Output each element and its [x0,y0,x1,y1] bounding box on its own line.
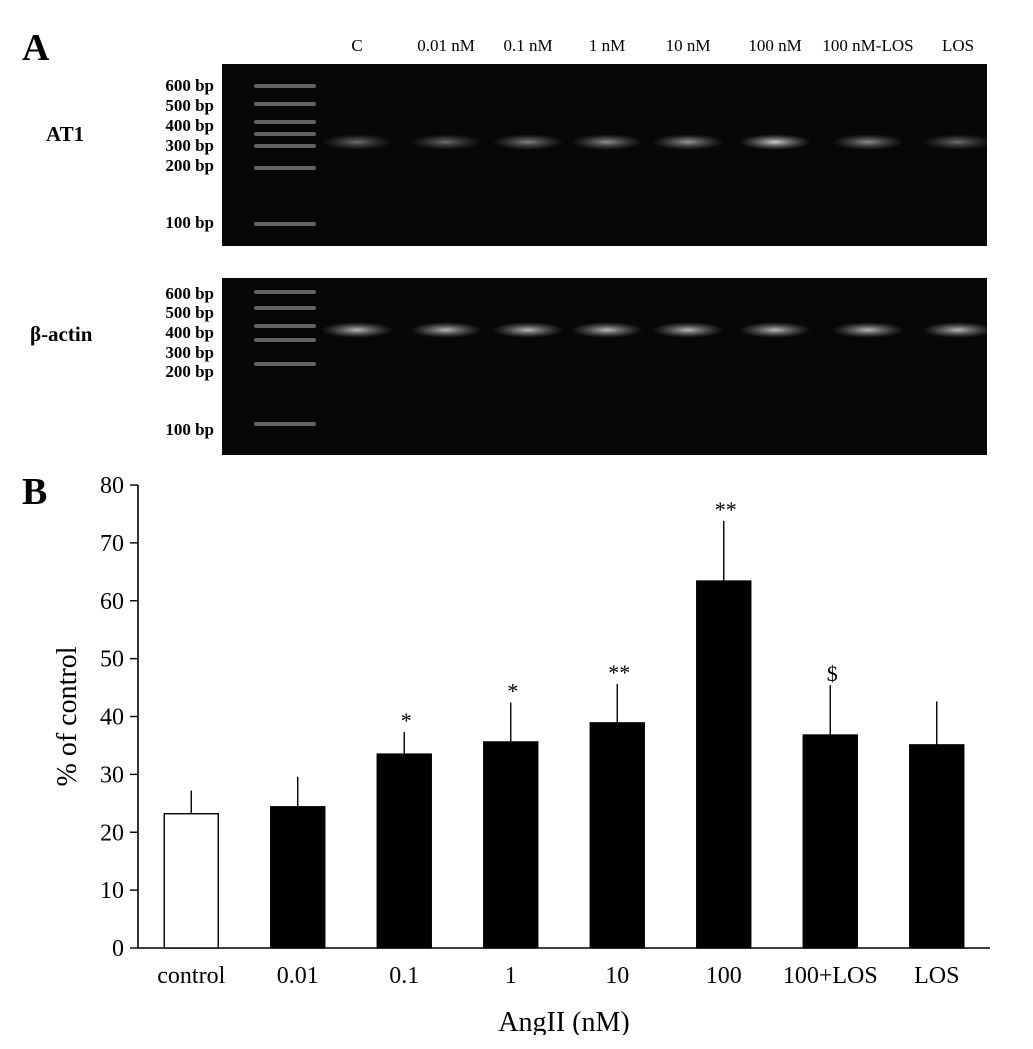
gel-band [652,134,724,150]
gel-band [492,134,564,150]
ladder-label: 500 bp [165,303,214,322]
panel-a-letter: A [22,27,50,69]
significance-marker: ** [715,497,737,522]
gel-at1-bands [254,84,994,226]
bar [802,734,858,949]
y-tick-label: 40 [100,705,124,731]
y-tick-label: 70 [100,531,124,557]
lane-label: 100 nM [748,36,802,55]
gel-beta-actin [222,278,994,455]
y-tick-label: 20 [100,820,124,846]
ladder-band [254,102,316,106]
x-tick-label: control [157,963,225,989]
ladder-band [254,422,316,426]
lane-label: 0.01 nM [417,36,475,55]
ladder-band [254,222,316,226]
x-tick-label: 10 [605,963,629,989]
gel-band [492,322,564,338]
significance-marker: $ [827,661,838,686]
gel-title-at1: AT1 [46,122,85,146]
x-tick-label: 0.01 [277,963,319,989]
significance-marker: * [401,708,412,733]
ladder-band [254,324,316,328]
x-tick-label: 0.1 [389,963,419,989]
gel-band [922,134,994,150]
gel-title-beta-actin: β-actin [30,322,93,346]
panel-b-letter: B [22,471,48,513]
gel-band [571,322,643,338]
gel-band [321,322,393,338]
lane-label: 100 nM-LOS [822,36,914,55]
ladder-label: 200 bp [165,362,214,381]
ladder-band [254,144,316,148]
ladder-label: 300 bp [165,136,214,155]
gel-band [739,134,811,150]
y-tick-label: 50 [100,647,124,673]
bar [163,813,219,949]
y-tick-label: 0 [112,936,124,962]
ladder-label: 500 bp [165,96,214,115]
ladder-label: 200 bp [165,156,214,175]
ladder-label: 100 bp [165,420,214,439]
y-axis-label: % of control [52,646,83,786]
lane-label: LOS [941,36,975,55]
bar [270,806,326,949]
x-tick-label: 1 [505,963,517,989]
bar [589,722,645,949]
y-tick-label: 10 [100,878,124,904]
gel-band [832,134,904,150]
y-tick-label: 30 [100,762,124,788]
x-axis-label: AngII (nM) [498,1007,629,1035]
ladder-band [254,362,316,366]
bar [696,580,752,949]
gel-band [832,322,904,338]
lane-label: 1 nM [588,36,626,55]
bar [376,753,432,949]
significance-marker: ** [608,660,630,685]
y-tick-label: 80 [100,475,124,499]
significance-marker: * [507,679,518,704]
gel-at1 [222,64,994,246]
gel-band [410,134,482,150]
ladder-label: 600 bp [165,284,214,303]
ladder-label: 100 bp [165,213,214,232]
lane-label: C [351,36,363,55]
gel-beta-actin-bands [254,290,994,426]
y-tick-label: 60 [100,589,124,615]
gel-band [321,134,393,150]
ladder-label: 400 bp [165,323,214,342]
x-tick-label: 100 [706,963,742,989]
gel-band [922,322,994,338]
ladder-band [254,338,316,342]
gel-band [571,134,643,150]
ladder-band [254,132,316,136]
ladder-label: 400 bp [165,116,214,135]
gel-band [410,322,482,338]
ladder-band [254,166,316,170]
lane-label: 10 nM [665,36,711,55]
ladder-band [254,290,316,294]
lane-label: 0.1 nM [503,36,553,55]
ladder-band [254,306,316,310]
bar [909,744,965,949]
bar-chart: 0 10 20 30 40 50 60 70 80 % of control control 0.01… [52,475,990,1035]
ladder-label: 600 bp [165,76,214,95]
ladder-band [254,120,316,124]
x-tick-label: LOS [914,963,959,989]
ladder-band [254,84,316,88]
bar [483,741,539,949]
gel-band [652,322,724,338]
gel-band [739,322,811,338]
ladder-label: 300 bp [165,343,214,362]
x-tick-label: 100+LOS [783,963,878,989]
